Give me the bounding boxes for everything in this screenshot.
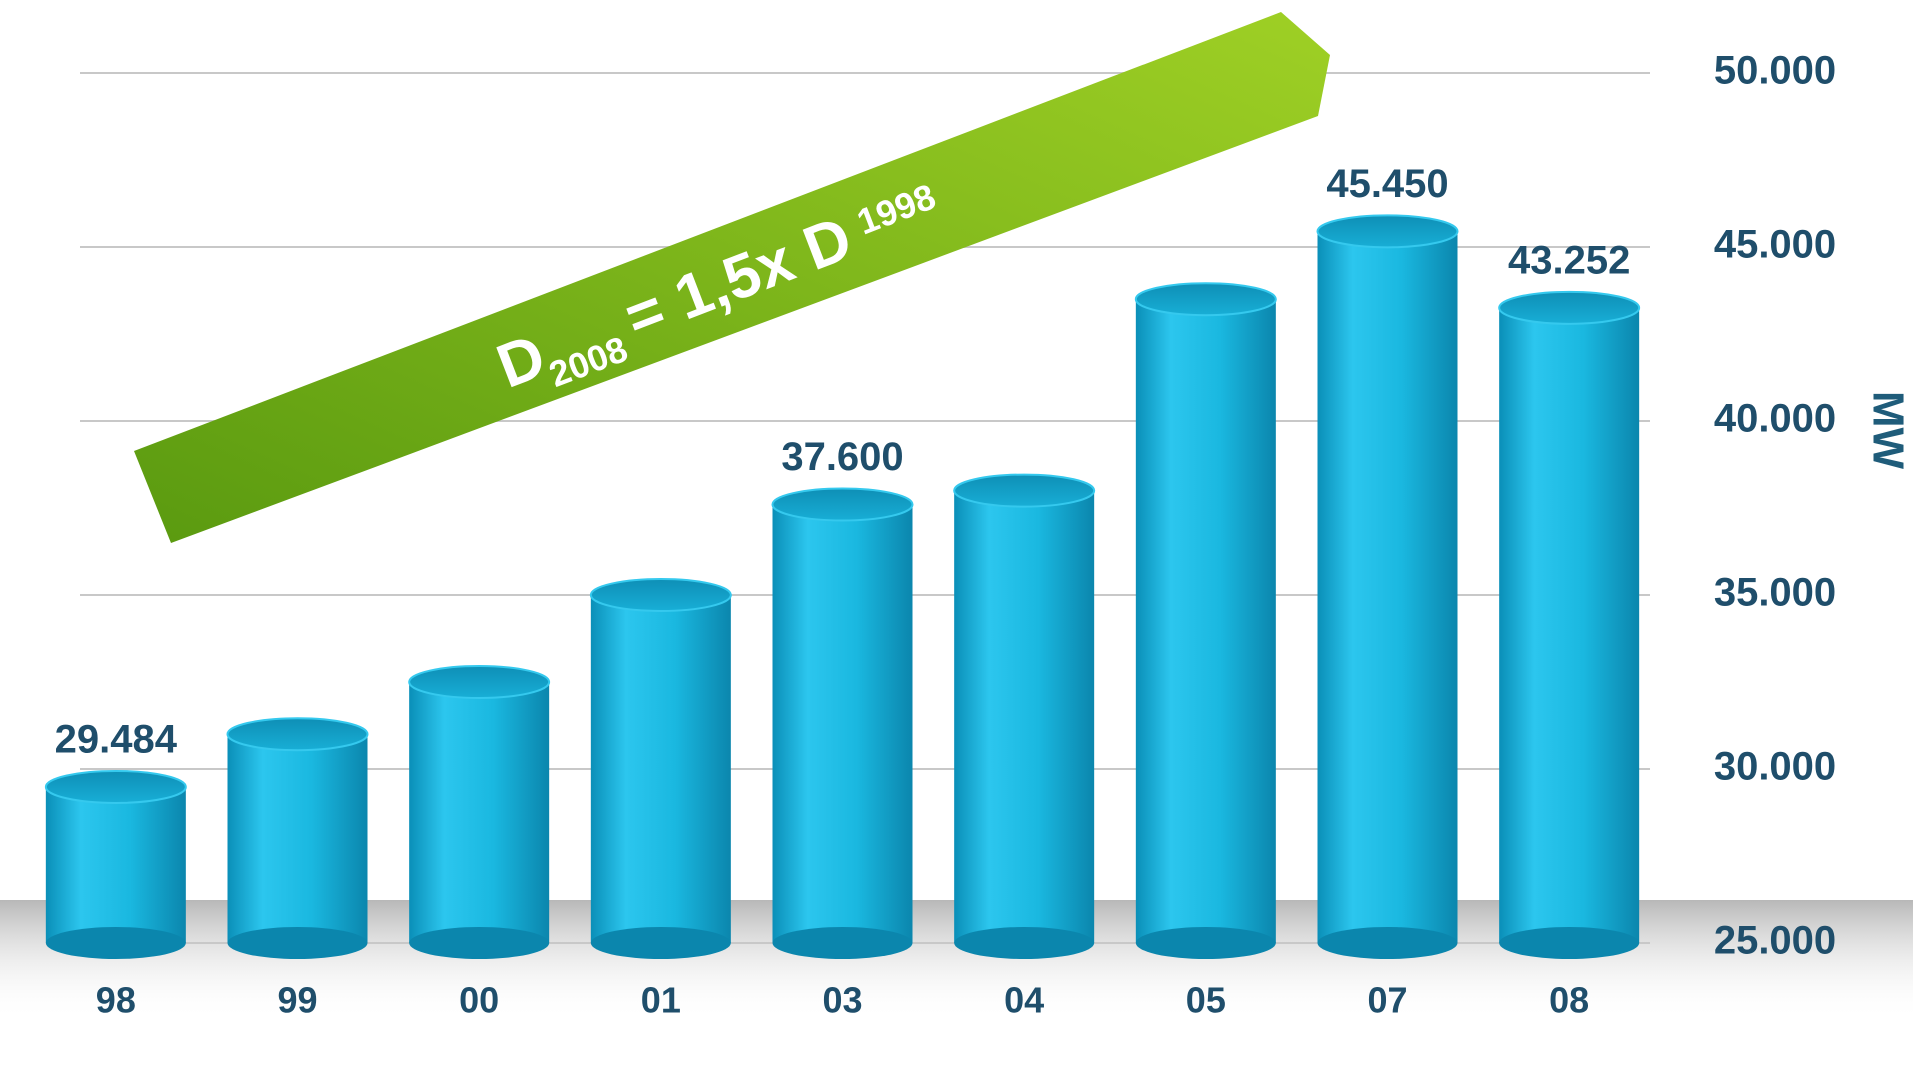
- bar-top: [1316, 214, 1459, 249]
- x-tick-label: 98: [96, 980, 136, 1021]
- bar-top: [1498, 290, 1641, 325]
- bar: [1317, 231, 1458, 944]
- bar: [45, 786, 186, 943]
- bar-top: [44, 769, 187, 804]
- y-tick-label: 45.000: [1714, 223, 1836, 267]
- x-tick-label: 07: [1367, 980, 1407, 1021]
- bar-top: [589, 578, 732, 612]
- y-tick-label: 40.000: [1714, 397, 1836, 441]
- bar-base: [772, 927, 913, 959]
- bar-base: [45, 927, 186, 959]
- x-tick-label: 03: [822, 980, 862, 1021]
- bar-base: [1499, 927, 1640, 959]
- bar-top: [953, 473, 1096, 508]
- y-tick-label: 50.000: [1714, 49, 1836, 93]
- bar-base: [590, 927, 731, 959]
- value-label: 45.450: [1326, 162, 1448, 206]
- x-tick-label: 99: [277, 980, 317, 1021]
- bar: [590, 595, 731, 943]
- bar-base: [409, 927, 550, 959]
- bar: [772, 504, 913, 943]
- x-tick-label: 05: [1186, 980, 1226, 1021]
- x-tick-label: 04: [1004, 980, 1044, 1021]
- y-tick-label: 25.000: [1714, 919, 1836, 963]
- x-tick-label: 01: [641, 980, 681, 1021]
- bar: [1499, 307, 1640, 943]
- y-tick-label: 35.000: [1714, 571, 1836, 615]
- bar: [409, 682, 550, 943]
- bar-top: [1134, 282, 1277, 317]
- bar: [227, 734, 368, 943]
- y-axis-label: MW: [1863, 391, 1912, 470]
- bar: [954, 490, 1095, 943]
- x-tick-label: 00: [459, 980, 499, 1021]
- bar-top: [771, 487, 914, 522]
- bar-base: [227, 927, 368, 959]
- bar-top: [408, 665, 551, 699]
- bar: [1135, 299, 1276, 943]
- value-label: 43.252: [1508, 238, 1630, 282]
- x-tick-label: 08: [1549, 980, 1589, 1021]
- bar-base: [1317, 927, 1458, 959]
- value-label: 37.600: [781, 435, 903, 479]
- bar-base: [954, 927, 1095, 959]
- bar-top: [226, 717, 369, 752]
- value-label: 29.484: [55, 718, 178, 762]
- bar-base: [1135, 927, 1276, 959]
- trend-banner: [134, 12, 1330, 543]
- y-tick-label: 30.000: [1714, 745, 1836, 789]
